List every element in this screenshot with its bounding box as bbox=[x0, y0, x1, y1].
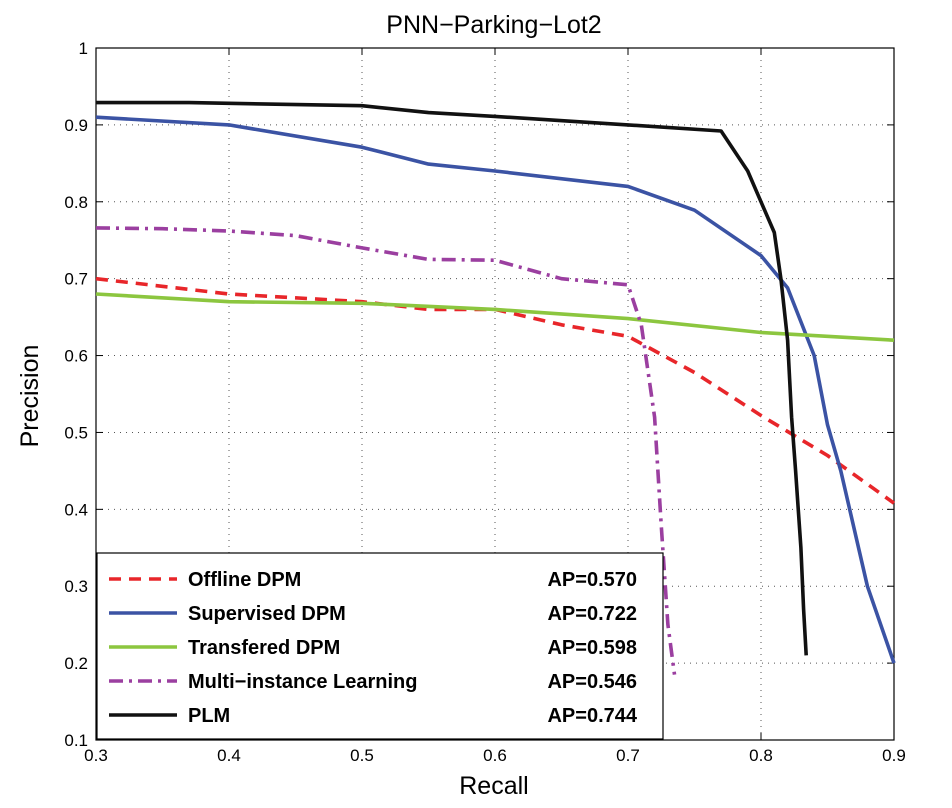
x-tick-label: 0.8 bbox=[749, 746, 773, 765]
legend-ap-value: AP=0.744 bbox=[547, 705, 637, 727]
y-tick-label: 0.9 bbox=[64, 116, 88, 135]
legend-ap-value: AP=0.570 bbox=[547, 569, 637, 591]
legend-label: Offline DPM bbox=[188, 569, 301, 591]
y-tick-label: 0.1 bbox=[64, 731, 88, 750]
y-tick-label: 0.2 bbox=[64, 654, 88, 673]
y-tick-label: 0.7 bbox=[64, 270, 88, 289]
x-tick-label: 0.3 bbox=[84, 746, 108, 765]
y-tick-label: 0.5 bbox=[64, 423, 88, 442]
y-tick-label: 1 bbox=[79, 39, 88, 58]
x-tick-label: 0.7 bbox=[616, 746, 640, 765]
y-tick-label: 0.4 bbox=[64, 500, 88, 519]
x-tick-label: 0.4 bbox=[217, 746, 241, 765]
series-line-transfered-dpm bbox=[95, 292, 895, 342]
chart-title: PNN−Parking−Lot2 bbox=[386, 11, 601, 39]
legend-label: Supervised DPM bbox=[188, 603, 346, 625]
x-tick-label: 0.9 bbox=[882, 746, 906, 765]
series-line-supervised-dpm bbox=[95, 115, 896, 664]
y-tick-label: 0.6 bbox=[64, 347, 88, 366]
legend-ap-value: AP=0.546 bbox=[547, 671, 637, 693]
y-tick-label: 0.3 bbox=[64, 577, 88, 596]
legend-ap-value: AP=0.598 bbox=[547, 637, 637, 659]
x-tick-label: 0.5 bbox=[350, 746, 374, 765]
x-axis-label: Recall bbox=[459, 772, 528, 800]
legend-label: PLM bbox=[188, 705, 230, 727]
legend: Offline DPM AP=0.570 Supervised DPM AP=0.72… bbox=[96, 552, 664, 740]
x-tick-label: 0.6 bbox=[483, 746, 507, 765]
y-tick-label: 0.8 bbox=[64, 193, 88, 212]
axis-ticks: 0.3 0.4 0.5 0.6 0.7 0.8 0.9 0.1 0.2 0.3 0.4 0.5 0.6 0… bbox=[64, 39, 905, 765]
legend-label: Transfered DPM bbox=[188, 637, 340, 659]
series-line-multi-instance-learning bbox=[95, 226, 677, 675]
series-line-offline-dpm bbox=[95, 276, 896, 505]
legend-ap-value: AP=0.722 bbox=[547, 603, 637, 625]
legend-label: Multi−instance Learning bbox=[188, 671, 417, 693]
y-axis-label: Precision bbox=[16, 345, 44, 448]
series-line-plm bbox=[96, 100, 808, 656]
legend-box bbox=[96, 552, 664, 740]
series-lines bbox=[95, 100, 896, 675]
